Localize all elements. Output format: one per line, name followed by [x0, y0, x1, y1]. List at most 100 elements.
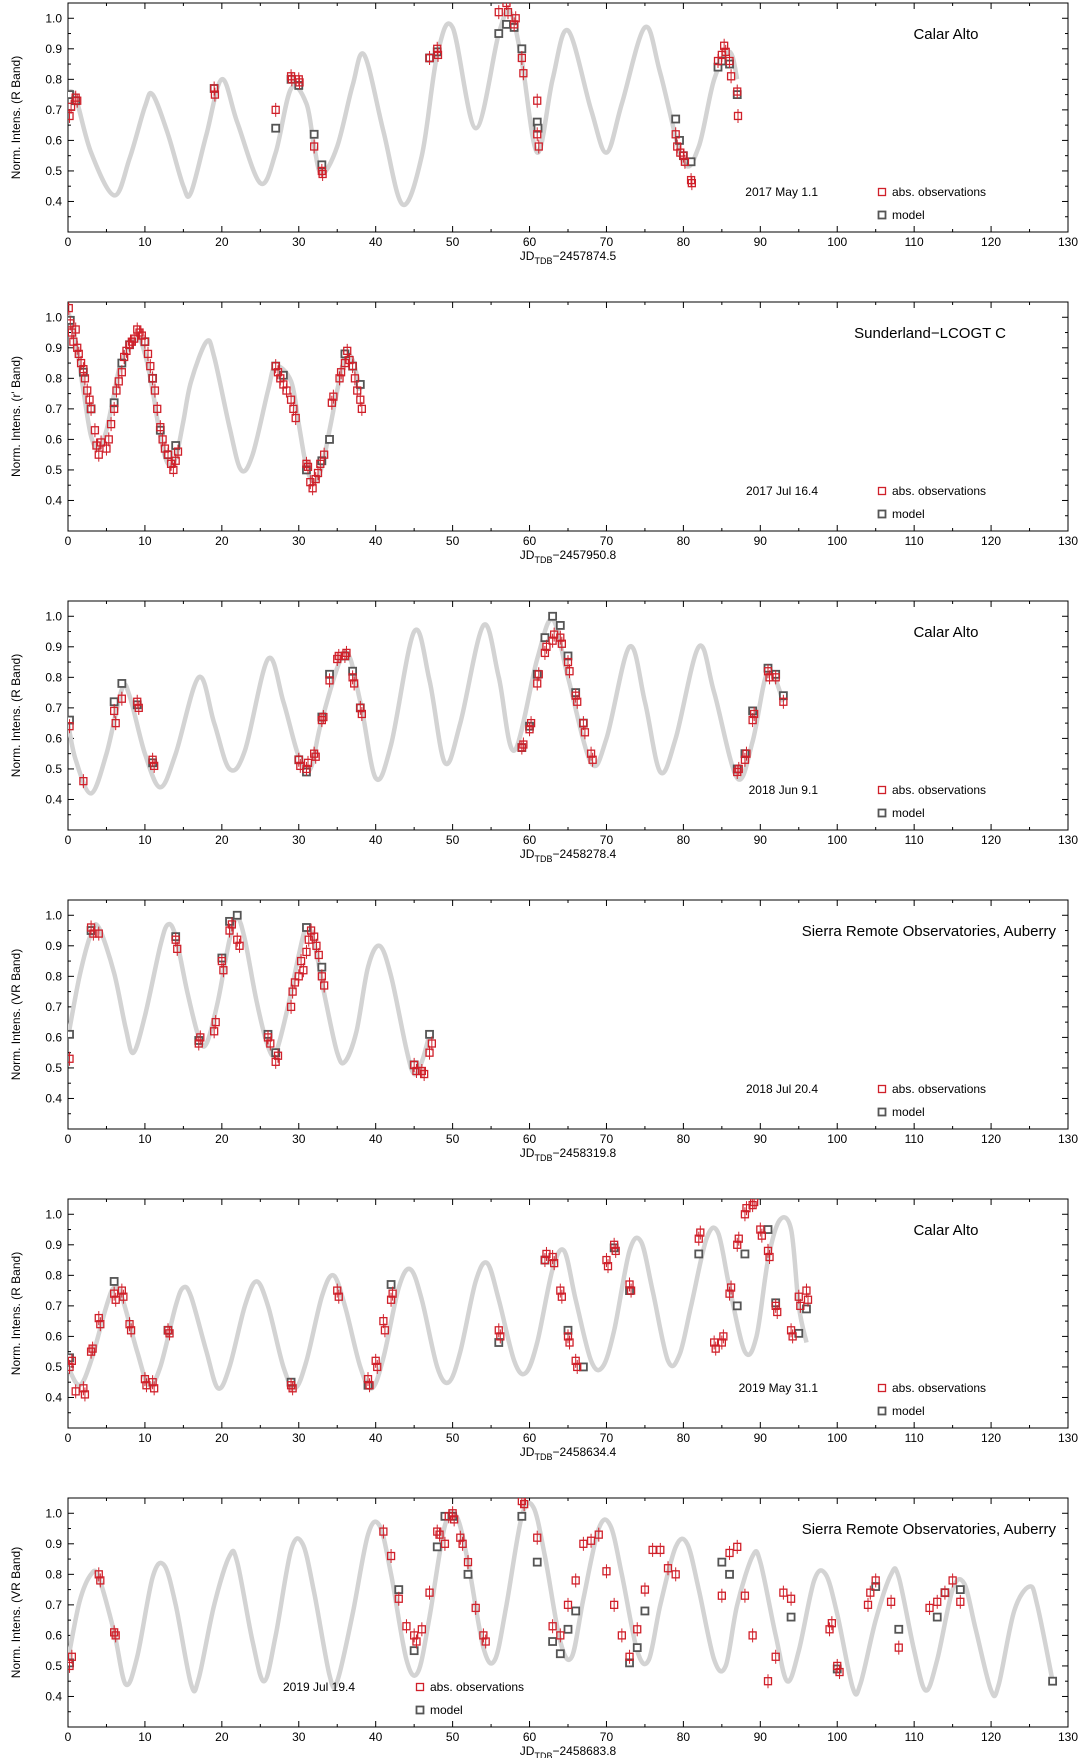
x-tick-label: 120 [981, 1132, 1001, 1146]
observation-point [165, 1329, 174, 1338]
observation-point [519, 69, 528, 78]
observation-point [334, 1292, 343, 1301]
observation-point [671, 1570, 680, 1579]
x-axis-title-offset: −2458278.4 [552, 847, 616, 861]
model-lightcurve [68, 310, 363, 485]
observation-point [343, 346, 352, 356]
observation-point [282, 386, 291, 395]
x-axis-title-subscript: TDB [534, 555, 552, 565]
model-point [563, 1624, 573, 1634]
x-tick-label: 30 [292, 534, 306, 548]
observation-point [353, 386, 362, 395]
legend-observation-marker [877, 1084, 887, 1094]
x-tick-label: 10 [138, 1431, 152, 1445]
legend-model-label: model [430, 1703, 463, 1717]
model-point [540, 633, 550, 643]
x-tick-label: 110 [905, 1730, 924, 1744]
observation-point [725, 1289, 734, 1298]
observation-point [725, 1548, 734, 1558]
observation-point [940, 1588, 950, 1597]
x-tick-label: 100 [827, 534, 847, 548]
observation-point [503, 8, 513, 17]
model-point [548, 611, 558, 621]
observation-point [496, 1332, 505, 1341]
legend-observation-marker [877, 187, 887, 197]
x-tick-label: 50 [446, 1431, 460, 1445]
observation-point [153, 404, 162, 414]
observation-point [73, 343, 82, 352]
observation-point [588, 755, 597, 764]
observation-point [894, 1643, 903, 1652]
observation-point [611, 1246, 620, 1256]
x-tick-label: 20 [215, 235, 229, 249]
x-axis-title-offset: −2457874.5 [552, 249, 616, 263]
x-axis: 0 10 20 30 40 50 60 70 80 90 100 110 120 130 [65, 601, 1078, 847]
observation-point [534, 670, 543, 679]
y-axis-title: Norm. Intens. (VR Band) [9, 949, 23, 1080]
y-axis-title: Norm. Intens. (R Band) [9, 654, 23, 777]
model-point [232, 910, 242, 920]
observation-point [111, 1631, 120, 1640]
x-tick-label: 20 [215, 534, 229, 548]
observation-point [602, 1255, 611, 1265]
y-axis: 0.4 0.5 0.6 0.7 0.8 0.9 1.0 [45, 301, 1068, 517]
observation-point [626, 1286, 636, 1295]
legend-observation-label: abs. observations [892, 185, 986, 199]
x-tick-label: 130 [1058, 1730, 1078, 1744]
y-tick-label: 1.0 [45, 11, 62, 25]
model-point [786, 1612, 796, 1622]
observation-point [130, 334, 139, 343]
y-tick-label: 0.4 [45, 1689, 62, 1703]
observation-point [694, 1234, 703, 1243]
model-point [325, 434, 334, 444]
observation-point [119, 1292, 128, 1301]
observation-point [348, 361, 357, 371]
observation-point [563, 657, 573, 667]
x-axis-title-subscript: TDB [534, 1751, 552, 1758]
x-axis-title: JDTDB−2457950.8 [520, 548, 617, 565]
model-point [68, 1029, 74, 1039]
observation-point [456, 1533, 465, 1542]
observation-point [133, 697, 142, 706]
observation-point [520, 1499, 529, 1509]
observation-point [435, 1530, 444, 1539]
x-tick-label: 70 [600, 235, 614, 249]
x-tick-label: 40 [369, 235, 383, 249]
observation-point [76, 358, 86, 368]
observation-point [571, 1576, 580, 1585]
observation-point [721, 47, 730, 57]
y-tick-label: 0.6 [45, 432, 62, 446]
legend-model-label: model [892, 208, 925, 222]
y-tick-label: 0.6 [45, 1030, 62, 1044]
observation-point [90, 426, 100, 435]
y-tick-label: 0.4 [45, 1390, 62, 1404]
observation-date: 2019 Jul 19.4 [283, 1680, 355, 1694]
observation-point [734, 764, 743, 774]
x-tick-label: 10 [138, 1132, 152, 1146]
y-axis: 0.4 0.5 0.6 0.7 0.8 0.9 1.0 [45, 2, 1068, 218]
observation-point [71, 325, 80, 334]
model-point [555, 1649, 565, 1659]
observation-point [96, 1320, 105, 1329]
observation-point [533, 96, 542, 105]
observation-point [494, 8, 503, 17]
x-tick-label: 70 [600, 1431, 614, 1445]
x-tick-label: 40 [369, 1132, 383, 1146]
x-axis-title: JDTDB−2458683.8 [520, 1744, 617, 1758]
observation-point [563, 1332, 573, 1341]
model-point [640, 1606, 650, 1616]
observation-point [68, 1362, 74, 1372]
x-tick-label: 90 [754, 235, 768, 249]
observation-point [833, 1661, 842, 1671]
legend: 2018 Jul 20.4 abs. observations model [746, 1082, 986, 1119]
x-tick-label: 0 [65, 1431, 72, 1445]
y-tick-label: 1.0 [45, 609, 62, 623]
x-tick-label: 130 [1058, 1132, 1078, 1146]
observation-point [303, 462, 313, 472]
observation-point [696, 1228, 705, 1237]
observation-point [79, 1384, 88, 1393]
legend-model-label: model [892, 1105, 925, 1119]
panel-title: Calar Alto [913, 26, 978, 43]
observation-point [412, 1066, 421, 1076]
